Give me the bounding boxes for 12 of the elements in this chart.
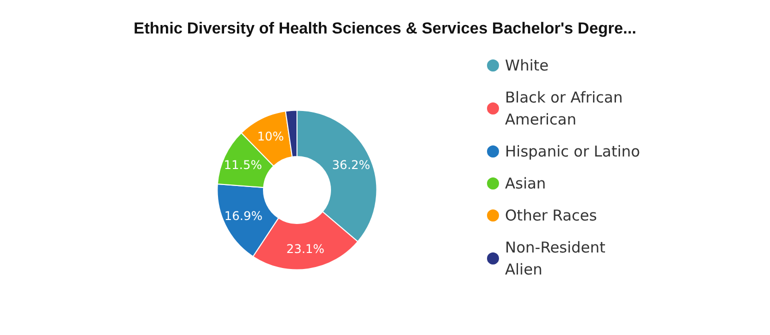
chart-title: Ethnic Diversity of Health Sciences & Services Bachelor's Degre...	[134, 20, 636, 38]
legend-label: Black or African American	[505, 88, 628, 128]
legend-label: Asian	[505, 174, 546, 192]
legend-label: Other Races	[505, 206, 598, 224]
data-label: 10%	[257, 130, 284, 144]
legend-label: Non-Resident Alien	[505, 238, 610, 278]
data-label: 23.1%	[286, 242, 324, 256]
legend-label: White	[505, 56, 549, 74]
data-label: 36.2%	[332, 158, 370, 172]
data-label: 11.5%	[224, 158, 262, 172]
data-label: 16.9%	[224, 209, 263, 224]
legend-label: Hispanic or Latino	[505, 142, 640, 160]
